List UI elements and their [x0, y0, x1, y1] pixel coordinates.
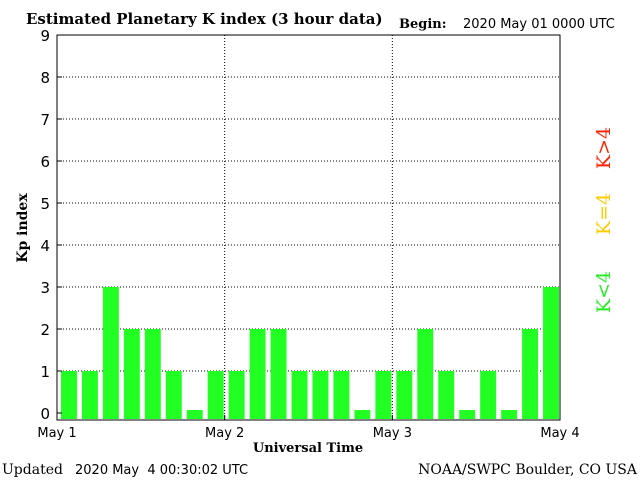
- kp-bar: [480, 371, 497, 419]
- kp-bar: [81, 371, 98, 419]
- y-axis-label: Kp index: [15, 193, 31, 263]
- kp-bar: [207, 371, 224, 419]
- updated-label: Updated: [2, 462, 63, 478]
- y-tick-label: 5: [40, 195, 50, 213]
- kp-bar: [417, 329, 434, 419]
- kp-bar: [522, 329, 539, 419]
- kp-bar: [123, 329, 140, 419]
- y-tick-label: 2: [40, 321, 50, 339]
- kp-bar: [102, 287, 119, 419]
- kp-bar: [501, 410, 518, 419]
- kp-bar: [396, 371, 413, 419]
- grid-lines: [57, 35, 560, 420]
- kp-bar: [186, 410, 203, 419]
- begin-label: Begin:: [399, 17, 447, 32]
- bars-group: [61, 287, 559, 419]
- legend-entry: K=4: [593, 193, 615, 235]
- kp-bar: [291, 371, 308, 419]
- y-tick-label: 0: [40, 405, 50, 423]
- y-tick-label: 3: [40, 279, 50, 297]
- kp-bar: [312, 371, 329, 419]
- kp-bar: [165, 371, 182, 419]
- kp-bar: [333, 371, 350, 419]
- y-tick-labels: 0 1 2 3 4 5 6 7 8 9: [40, 27, 62, 423]
- y-tick-label: 4: [40, 237, 50, 255]
- kp-bar: [228, 371, 245, 419]
- kp-bar: [144, 329, 161, 419]
- y-tick-label: 9: [40, 27, 50, 45]
- kp-bar: [61, 371, 77, 419]
- legend-entry: K<4: [593, 271, 615, 313]
- kp-bar: [375, 371, 392, 419]
- chart-title: Estimated Planetary K index (3 hour data…: [26, 10, 383, 28]
- y-tick-label: 8: [40, 69, 50, 87]
- kp-bar: [438, 371, 455, 419]
- plot-frame: [56, 34, 561, 421]
- updated-value: 2020 May 4 00:30:02 UTC: [75, 463, 248, 478]
- credit-text: NOAA/SWPC Boulder, CO USA: [418, 462, 638, 478]
- x-tick-label: May 4: [540, 426, 579, 441]
- kp-bar: [354, 410, 371, 419]
- kp-bar: [249, 329, 266, 419]
- x-tick-label: May 2: [205, 426, 244, 441]
- x-tick-label: May 3: [373, 426, 412, 441]
- legend: K>4 K=4 K<4: [593, 127, 615, 313]
- x-tick-label: May 1: [37, 426, 76, 441]
- x-tick-labels: May 1 May 2 May 3 May 4: [37, 415, 580, 441]
- x-axis-label: Universal Time: [253, 441, 363, 456]
- y-tick-label: 7: [40, 111, 50, 129]
- begin-value: 2020 May 01 0000 UTC: [463, 17, 615, 32]
- kp-bar: [543, 287, 559, 419]
- legend-entry: K>4: [593, 127, 615, 169]
- y-tick-label: 6: [40, 153, 50, 171]
- kp-bar: [459, 410, 476, 419]
- y-tick-label: 1: [40, 363, 50, 381]
- kp-bar: [270, 329, 287, 419]
